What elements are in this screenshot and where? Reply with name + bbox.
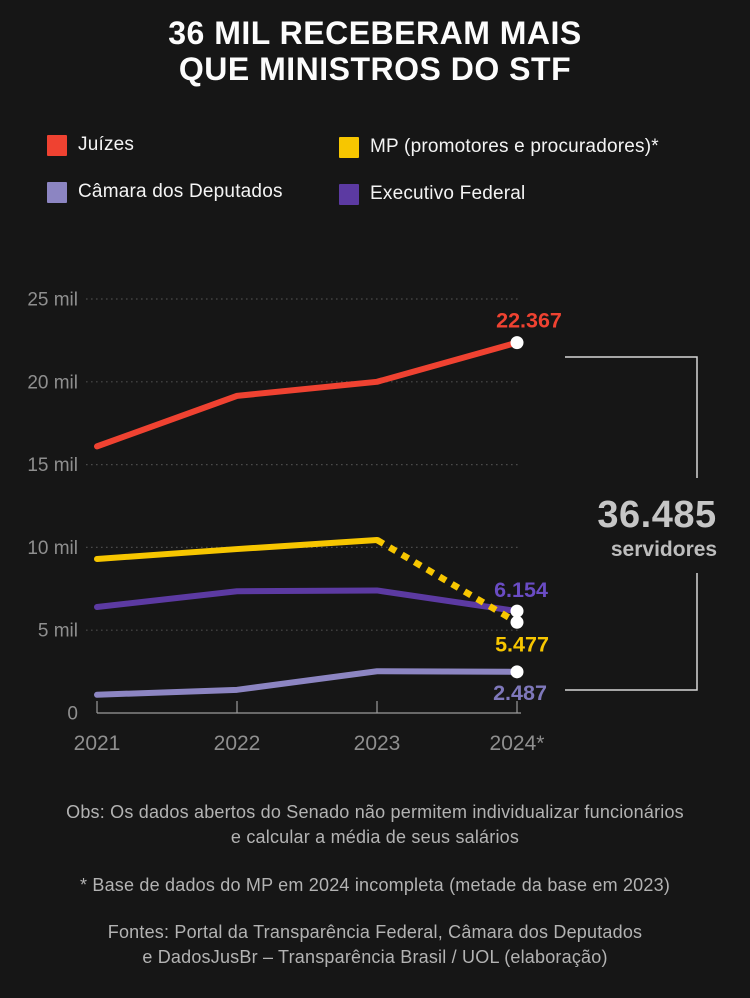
series-line-dashed-mp	[375, 537, 519, 626]
x-axis-tick-label: 2021	[74, 732, 121, 755]
legend-label-mp: MP (promotores e procuradores)*	[370, 136, 659, 157]
total-servidores-value: 36.485	[577, 494, 737, 537]
y-axis-tick-label: 15 mil	[27, 455, 78, 476]
end-value-label-mp: 5.477	[495, 632, 549, 656]
chart-title: 36 MIL RECEBERAM MAIS QUE MINISTROS DO S…	[168, 15, 582, 87]
legend-swatch-camara	[47, 181, 67, 203]
footnote-sources: Fontes: Portal da Transparência Federal,…	[107, 922, 643, 967]
series-line-mp	[94, 536, 380, 562]
series-line-executivo	[94, 587, 520, 615]
y-axis-tick-label: 5 mil	[38, 621, 78, 642]
end-point-dot-juizes	[510, 336, 524, 350]
y-axis-tick-label: 25 mil	[27, 290, 78, 311]
footnote-asterisk: * Base de dados do MP em 2024 incompleta…	[79, 875, 671, 895]
end-point-dot-mp	[510, 615, 524, 629]
end-value-label-executivo: 6.154	[494, 578, 548, 602]
x-axis-tick-label: 2024*	[490, 732, 545, 755]
legend-item-camara: Câmara dos Deputados	[47, 181, 283, 203]
y-axis-tick-label: 20 mil	[27, 372, 78, 393]
series-line-juizes	[94, 339, 520, 450]
annotation-bracket	[565, 356, 698, 691]
end-value-label-juizes: 22.367	[496, 309, 562, 333]
y-axis-tick-label: 0	[67, 704, 78, 725]
total-servidores-label: servidores	[584, 538, 744, 562]
legend-label-juizes: Juízes	[78, 134, 135, 155]
legend-swatch-mp	[339, 136, 359, 158]
x-axis-tick-label: 2022	[214, 732, 261, 755]
end-point-dot-executivo	[510, 604, 524, 618]
series-line-camara	[94, 668, 520, 698]
legend-item-executivo: Executivo Federal	[339, 183, 525, 205]
legend-swatch-juizes	[47, 134, 67, 156]
end-point-dot-camara	[510, 665, 524, 679]
legend-item-mp: MP (promotores e procuradores)*	[339, 136, 659, 158]
legend-swatch-executivo	[339, 183, 359, 205]
legend-label-camara: Câmara dos Deputados	[78, 181, 283, 202]
legend-label-executivo: Executivo Federal	[370, 183, 526, 204]
end-value-label-camara: 2.487	[493, 681, 547, 705]
footnote-obs: Obs: Os dados abertos do Senado não perm…	[66, 802, 684, 847]
y-axis-tick-label: 10 mil	[27, 538, 78, 559]
x-axis-tick-label: 2023	[354, 732, 401, 755]
legend-item-juizes: Juízes	[47, 134, 134, 156]
